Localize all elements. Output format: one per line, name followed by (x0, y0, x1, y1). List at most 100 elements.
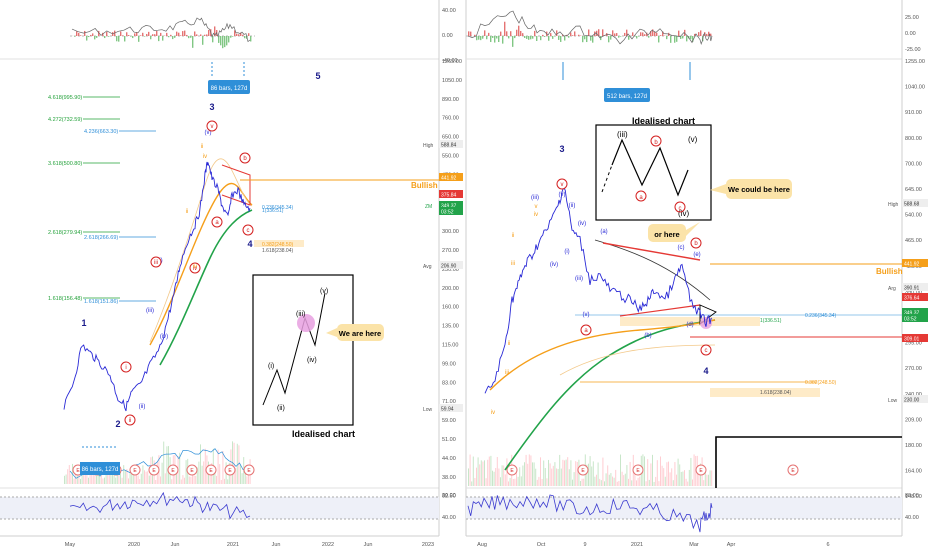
left-circled-wave-label: c (247, 228, 250, 234)
left-volume-bar (129, 473, 131, 484)
right-y-tick: 910.00 (905, 110, 922, 116)
left-volume-bar (217, 449, 219, 484)
left-top-osc-bar (190, 36, 192, 38)
right-volume-bar (572, 479, 573, 486)
left-volume-bar (65, 474, 67, 484)
idealised-label-ii: (ii) (277, 405, 285, 412)
right-price-tag-name: Low (888, 398, 898, 404)
right-volume-bar (530, 455, 532, 486)
we-could-be-here-callout (726, 179, 792, 199)
right-volume-bar (711, 470, 713, 486)
right-top-osc-bar (654, 31, 656, 36)
right-volume-bar (568, 469, 570, 486)
right-volume-bar (514, 478, 516, 486)
right-top-osc-bar (526, 36, 528, 39)
left-volume-bar (124, 470, 126, 484)
right-volume-bar (551, 468, 553, 486)
left-top-osc-bar (182, 31, 184, 36)
right-top-osc-bar (548, 36, 550, 41)
left-top-osc-bar (202, 36, 204, 45)
left-volume-bar (233, 442, 235, 484)
left-volume-bar (236, 443, 238, 484)
left-top-osc-bar (94, 36, 96, 40)
right-price-tag-name: High (888, 202, 899, 208)
right-volume-bar (620, 454, 621, 486)
left-price-tag-value: 03:52 (441, 210, 454, 216)
left-volume-bar (139, 479, 141, 484)
right-future-bracket (715, 436, 902, 488)
right-volume-bar (618, 480, 620, 486)
right-x-tick: Apr (727, 542, 736, 548)
right-top-osc-bar (588, 29, 590, 36)
right-top-osc-bar (544, 36, 546, 37)
left-volume-bar (179, 452, 181, 484)
left-top-osc-bar (118, 36, 120, 42)
right-y-tick: 148.00 (905, 494, 922, 500)
left-y-tick: 200.00 (442, 286, 459, 292)
left-y-tick: 83.00 (442, 380, 456, 386)
left-top-osc-bar (172, 36, 174, 40)
right-volume-bar (508, 481, 509, 486)
left-top-osc-bar (170, 34, 172, 36)
right-y-tick: 700.00 (905, 161, 922, 167)
left-volume-bar (201, 465, 203, 484)
left-volume-bar (142, 465, 144, 484)
right-volume-bar (525, 454, 527, 486)
left-volume-bar (76, 472, 78, 484)
left-sub-wave-label: iv (203, 154, 207, 160)
left-top-osc-bar (220, 36, 222, 46)
right-sub-wave-label: iv (534, 212, 538, 218)
left-top-osc-bar (194, 31, 196, 36)
left-y-tick: 550.00 (442, 154, 459, 160)
right-volume-bar (588, 463, 589, 486)
left-top-osc-bar (96, 36, 98, 38)
left-top-osc-bar (200, 34, 202, 36)
right-idealised-a: a (639, 195, 643, 201)
right-volume-bar (591, 466, 593, 486)
left-fib-label: 2.618(266.69) (84, 235, 118, 241)
right-volume-bar (597, 462, 599, 486)
left-earnings-label: E (133, 468, 137, 474)
right-moving-averages (489, 239, 717, 471)
right-top-osc-bar (680, 36, 682, 39)
right-bottom-osc-tick: 40.00 (905, 515, 919, 521)
right-volume-bar (644, 456, 645, 486)
right-top-osc-bar (556, 30, 558, 36)
left-volume-bar (161, 462, 163, 484)
right-bullish-label: Bullish (876, 267, 903, 276)
left-top-osc-bar (218, 36, 220, 43)
left-y-tick: 1050.00 (442, 78, 462, 84)
right-top-osc-bar (572, 35, 574, 36)
right-volume-bar (604, 481, 605, 486)
right-top-osc-bar (666, 36, 668, 40)
left-y-tick: 51.00 (442, 437, 456, 443)
right-channel-bottom (619, 304, 701, 317)
right-earnings-marker (695, 464, 707, 476)
right-price-tag-value: 349.37 (904, 311, 920, 317)
left-y-tick: 300.00 (442, 229, 459, 235)
right-ma-50 (559, 344, 716, 376)
right-top-osc-bar (528, 36, 530, 40)
right-volume-bar (541, 478, 543, 486)
left-volume-bar (91, 470, 93, 484)
right-top-osc-bar (632, 32, 634, 36)
right-volume-bar (608, 474, 610, 486)
left-minor-wave-label: (iii) (146, 308, 154, 314)
right-y-tick: 645.00 (905, 187, 922, 193)
right-volume-bar (703, 480, 705, 486)
right-bottom-osc-tick: 80.00 (905, 493, 919, 499)
left-rsi-line (69, 491, 251, 520)
right-volume-bar (482, 461, 484, 486)
right-top-osc-bar (694, 33, 696, 36)
right-top-osc-bar (574, 31, 576, 36)
left-circled-wave-label: a (215, 220, 219, 226)
left-volume-bar (198, 461, 200, 484)
right-top-osc-bar (676, 36, 678, 42)
left-ma-200 (159, 209, 253, 366)
left-y-tick: 230.00 (442, 267, 459, 273)
right-volume-bar (556, 468, 557, 486)
right-top-osc-bar (656, 32, 658, 36)
left-volume-bar (92, 473, 94, 484)
right-idealised-c: c (679, 206, 682, 212)
left-moving-averages (149, 158, 253, 366)
